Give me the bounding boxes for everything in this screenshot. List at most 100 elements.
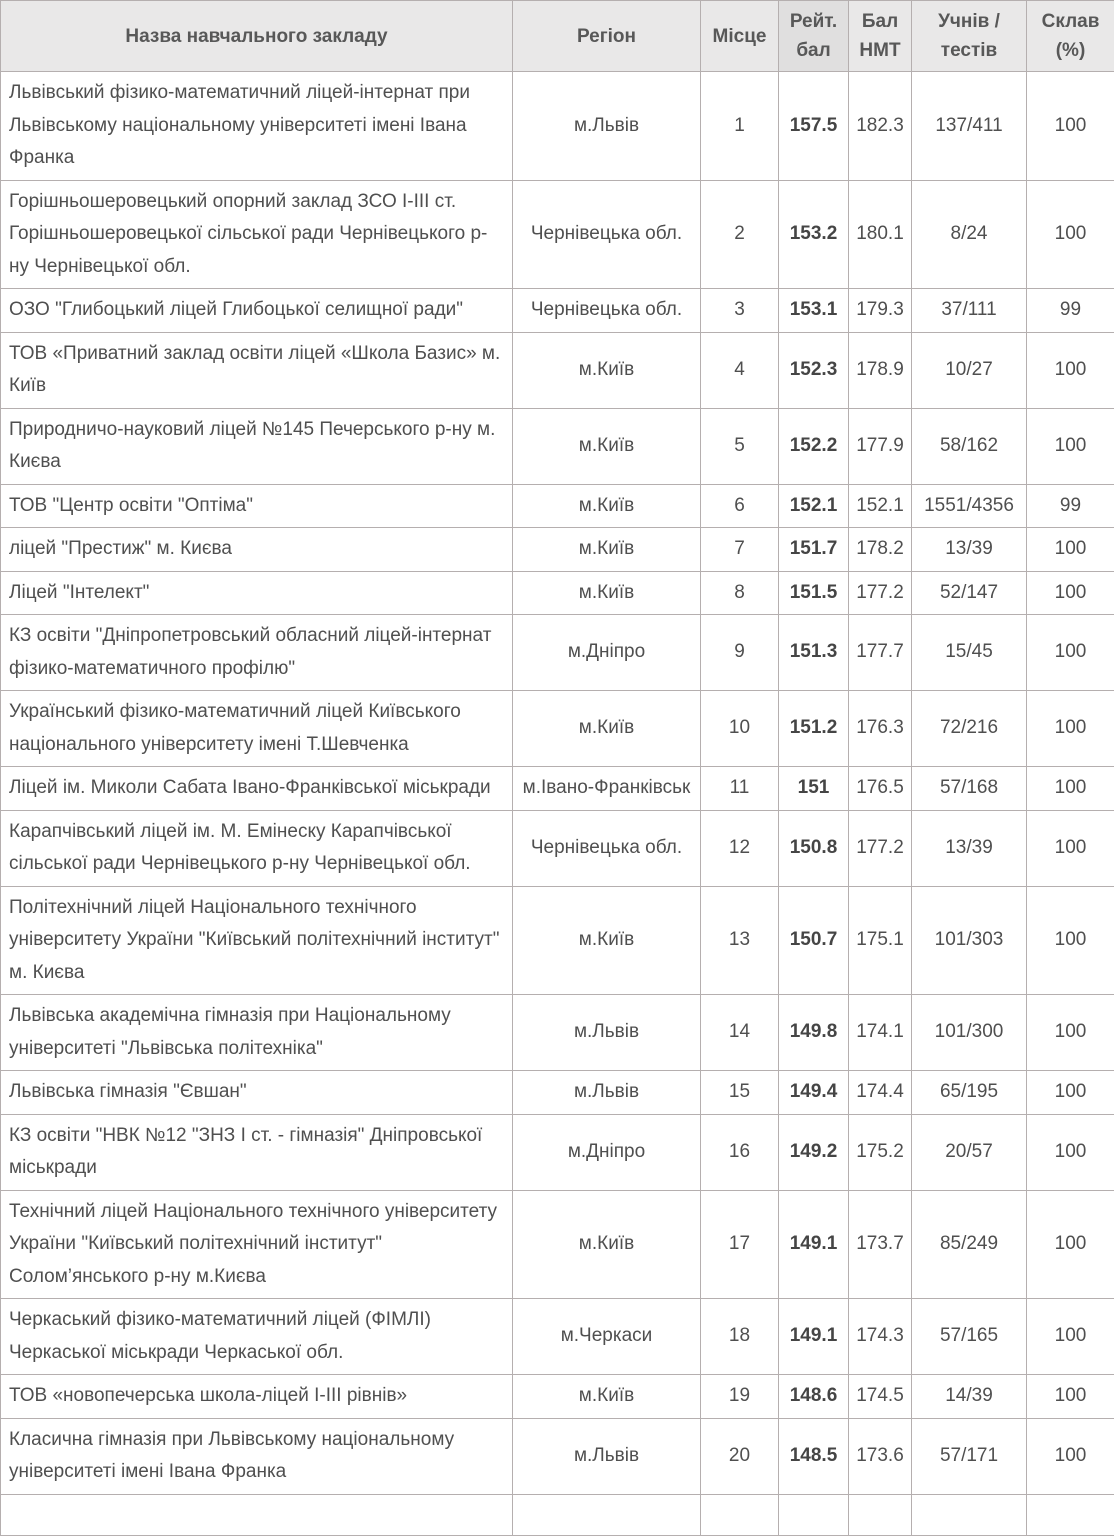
students-tests-cell: 72/216 [912,691,1027,767]
column-header-passed-percent: Склав (%) [1027,1,1114,72]
nmt-score-cell: 174.3 [849,1299,912,1375]
students-tests-cell: 10/27 [912,332,1027,408]
column-header-region: Регіон [513,1,701,72]
place-cell: 13 [701,886,779,995]
place-cell: 7 [701,528,779,572]
rating-score-cell: 149.1 [779,1299,849,1375]
rating-score-cell: 152.1 [779,484,849,528]
place-cell: 11 [701,767,779,811]
students-tests-cell: 57/171 [912,1418,1027,1494]
region-cell: м.Київ [513,886,701,995]
table-row: Політехнічний ліцей Національного техніч… [1,886,1114,995]
region-cell: Чернівецька обл. [513,180,701,289]
region-cell: м.Черкаси [513,1299,701,1375]
region-cell: м.Івано-Франківськ [513,767,701,811]
column-header-place: Місце [701,1,779,72]
rating-score-cell: 151.3 [779,615,849,691]
place-cell: 3 [701,289,779,333]
school-name-cell: ТОВ "Центр освіти "Оптіма" [1,484,513,528]
column-header-nmt-score: Бал НМТ [849,1,912,72]
students-tests-cell: 57/165 [912,1299,1027,1375]
students-tests-cell: 137/411 [912,72,1027,181]
school-name-cell: Технічний ліцей Національного технічного… [1,1190,513,1299]
region-cell: м.Київ [513,1190,701,1299]
rating-score-cell: 151.7 [779,528,849,572]
table-row: Український фізико-математичний ліцей Ки… [1,691,1114,767]
table-row: ТОВ "Центр освіти "Оптіма" м.Київ 6 152.… [1,484,1114,528]
table-row: Технічний ліцей Національного технічного… [1,1190,1114,1299]
place-cell: 8 [701,571,779,615]
column-header-rating-score: Рейт. бал [779,1,849,72]
school-name-cell: ТОВ «новопечерська школа-ліцей І-ІІІ рів… [1,1375,513,1419]
place-cell: 19 [701,1375,779,1419]
students-tests-cell: 20/57 [912,1114,1027,1190]
rating-score-cell: 151.2 [779,691,849,767]
place-cell: 9 [701,615,779,691]
school-name-cell: Горішньошеровецький опорний заклад ЗСО І… [1,180,513,289]
rating-score-cell: 153.2 [779,180,849,289]
students-tests-cell: 14/39 [912,1375,1027,1419]
empty-cell [701,1494,779,1535]
place-cell: 15 [701,1071,779,1115]
nmt-score-cell: 182.3 [849,72,912,181]
students-tests-cell: 8/24 [912,180,1027,289]
table-row: ТОВ «новопечерська школа-ліцей І-ІІІ рів… [1,1375,1114,1419]
table-row: Карапчівський ліцей ім. М. Емінеску Кара… [1,810,1114,886]
nmt-score-cell: 152.1 [849,484,912,528]
rating-score-cell: 150.8 [779,810,849,886]
nmt-score-cell: 175.1 [849,886,912,995]
school-name-cell: Ліцей ім. Миколи Сабата Івано-Франківськ… [1,767,513,811]
passed-percent-cell: 100 [1027,615,1114,691]
passed-percent-cell: 100 [1027,528,1114,572]
table-row: Природничо-науковий ліцей №145 Печерсько… [1,408,1114,484]
region-cell: Чернівецька обл. [513,289,701,333]
school-name-cell: Ліцей "Інтелект" [1,571,513,615]
passed-percent-cell: 100 [1027,180,1114,289]
place-cell: 17 [701,1190,779,1299]
header-row: Назва навчального закладу Регіон Місце Р… [1,1,1114,72]
column-header-students-tests: Учнів / тестів [912,1,1027,72]
region-cell: м.Київ [513,528,701,572]
table-row: ТОВ «Приватний заклад освіти ліцей «Школ… [1,332,1114,408]
table-row: Черкаський фізико-математичний ліцей (ФІ… [1,1299,1114,1375]
table-row: ОЗО "Глибоцький ліцей Глибоцької селищно… [1,289,1114,333]
nmt-score-cell: 178.9 [849,332,912,408]
school-name-cell: ліцей "Престиж" м. Києва [1,528,513,572]
passed-percent-cell: 100 [1027,1071,1114,1115]
school-name-cell: Львівський фізико-математичний ліцей-інт… [1,72,513,181]
passed-percent-cell: 100 [1027,571,1114,615]
rating-score-cell: 152.3 [779,332,849,408]
region-cell: м.Дніпро [513,615,701,691]
empty-cell [513,1494,701,1535]
nmt-score-cell: 178.2 [849,528,912,572]
passed-percent-cell: 100 [1027,332,1114,408]
passed-percent-cell: 100 [1027,1299,1114,1375]
students-tests-cell: 57/168 [912,767,1027,811]
nmt-score-cell: 174.5 [849,1375,912,1419]
nmt-score-cell: 173.7 [849,1190,912,1299]
passed-percent-cell: 100 [1027,995,1114,1071]
nmt-score-cell: 179.3 [849,289,912,333]
nmt-score-cell: 176.5 [849,767,912,811]
place-cell: 18 [701,1299,779,1375]
empty-cell [779,1494,849,1535]
rating-score-cell: 150.7 [779,886,849,995]
passed-percent-cell: 100 [1027,1190,1114,1299]
school-name-cell: Український фізико-математичний ліцей Ки… [1,691,513,767]
students-tests-cell: 58/162 [912,408,1027,484]
place-cell: 6 [701,484,779,528]
nmt-score-cell: 177.2 [849,810,912,886]
partial-row [1,1494,1114,1535]
region-cell: м.Львів [513,72,701,181]
place-cell: 4 [701,332,779,408]
table-row: Львівська гімназія "Євшан" м.Львів 15 14… [1,1071,1114,1115]
passed-percent-cell: 100 [1027,691,1114,767]
school-name-cell: ТОВ «Приватний заклад освіти ліцей «Школ… [1,332,513,408]
passed-percent-cell: 100 [1027,1375,1114,1419]
school-name-cell: КЗ освіти "НВК №12 "ЗНЗ І ст. - гімназія… [1,1114,513,1190]
passed-percent-cell: 99 [1027,289,1114,333]
rating-score-cell: 149.4 [779,1071,849,1115]
rating-score-cell: 152.2 [779,408,849,484]
region-cell: Чернівецька обл. [513,810,701,886]
